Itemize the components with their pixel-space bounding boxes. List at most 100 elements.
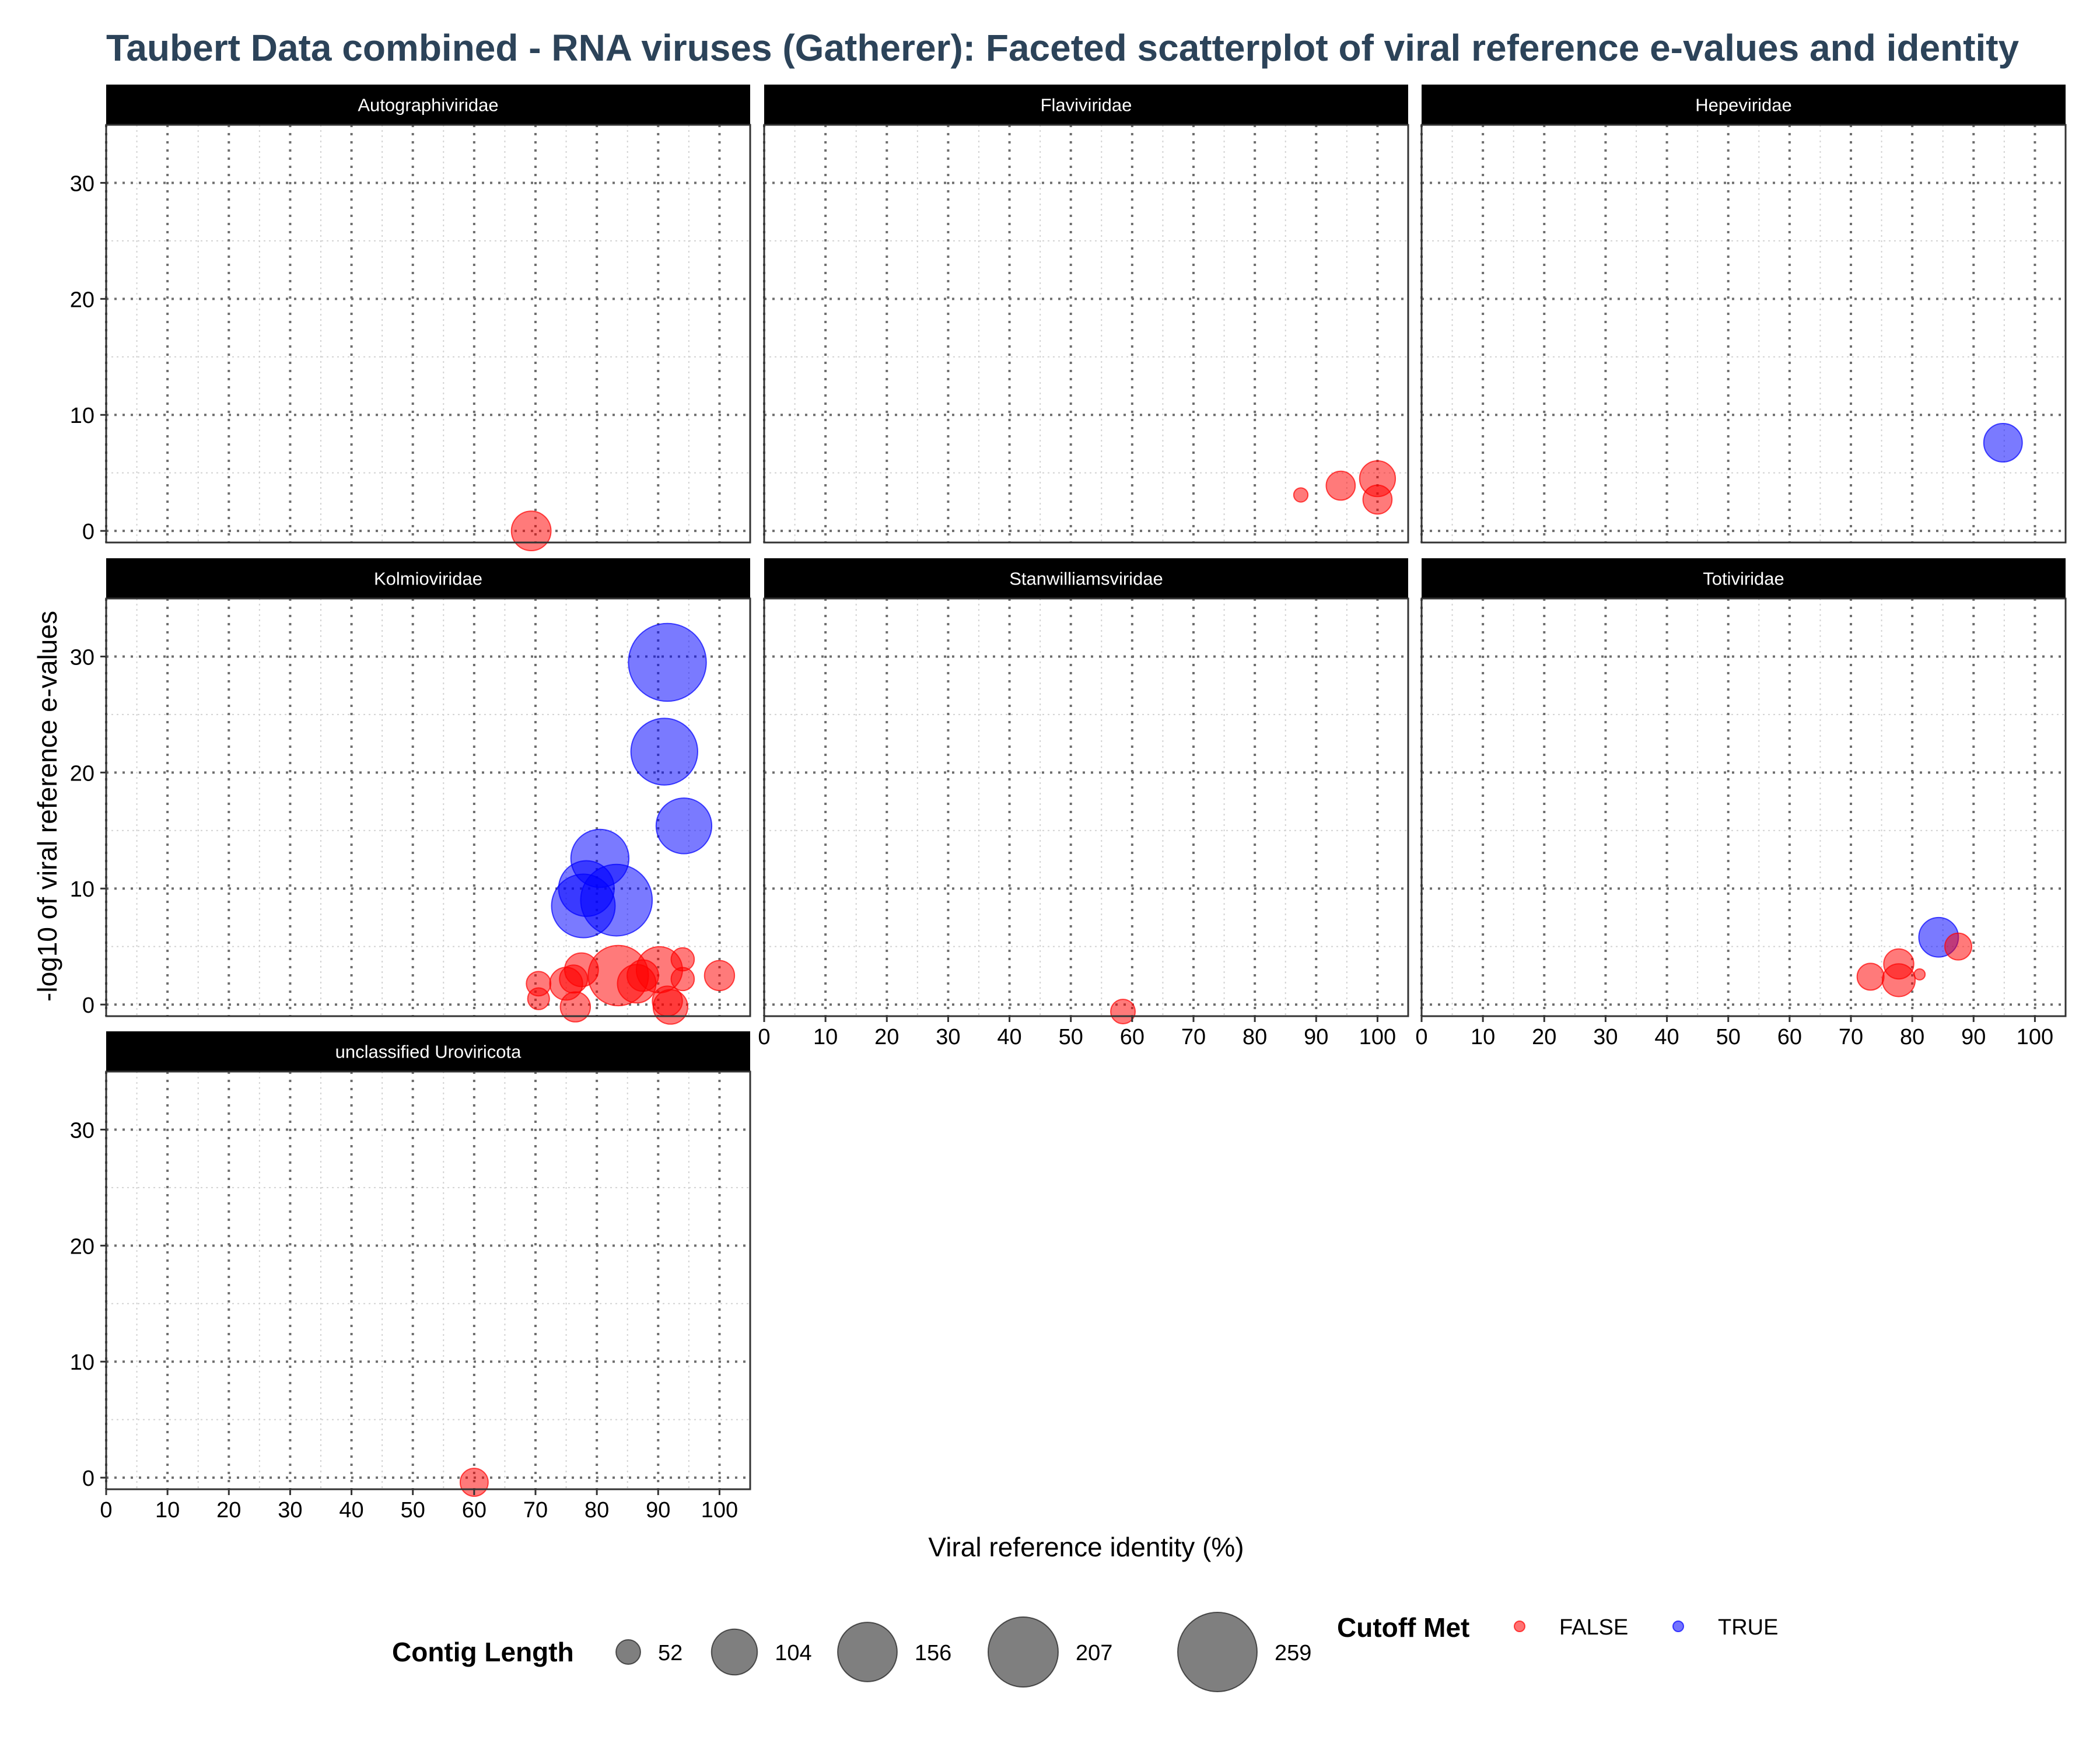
color-legend-symbol bbox=[1672, 1620, 1684, 1632]
gridlines bbox=[105, 125, 750, 542]
x-tick-label: 50 bbox=[1716, 1025, 1741, 1049]
y-tick-label: 0 bbox=[82, 520, 94, 544]
panel-border bbox=[1420, 597, 2067, 1017]
size-legend-symbol bbox=[837, 1622, 898, 1682]
data-point-false bbox=[1883, 948, 1915, 980]
panel-border bbox=[105, 597, 751, 1017]
gridlines bbox=[1420, 125, 2066, 542]
x-tick-label: 10 bbox=[813, 1025, 838, 1049]
data-points bbox=[1110, 999, 1136, 1024]
x-tick-label: 70 bbox=[1181, 1025, 1206, 1049]
x-tick-label: 0 bbox=[100, 1498, 112, 1522]
y-tick-label: 10 bbox=[70, 404, 94, 428]
size-legend-label: 156 bbox=[915, 1641, 951, 1665]
facet-strip bbox=[106, 558, 750, 598]
x-tick-label: 20 bbox=[874, 1025, 899, 1049]
facet-panel: Flaviviridae bbox=[763, 85, 1409, 544]
y-tick-label: 30 bbox=[70, 172, 94, 196]
y-axis-label: -log10 of viral reference e-values bbox=[32, 611, 62, 1002]
facet-strip bbox=[764, 85, 1408, 125]
x-tick-label: 70 bbox=[1839, 1025, 1863, 1049]
panel-border bbox=[763, 597, 1409, 1017]
x-tick-label: 50 bbox=[401, 1498, 425, 1522]
data-points bbox=[1293, 460, 1396, 515]
data-points bbox=[510, 510, 552, 552]
x-tick-label: 90 bbox=[1961, 1025, 1986, 1049]
x-tick-label: 0 bbox=[758, 1025, 770, 1049]
size-legend-symbol bbox=[615, 1639, 641, 1665]
data-point-true bbox=[630, 718, 698, 786]
facet-strip-label: Flaviviridae bbox=[1041, 95, 1132, 116]
data-point-false bbox=[704, 960, 736, 992]
panel-border bbox=[1420, 124, 2067, 544]
data-point-false bbox=[1913, 968, 1926, 981]
size-legend-symbol bbox=[710, 1628, 758, 1676]
x-tick-label: 40 bbox=[1654, 1025, 1679, 1049]
x-tick-label: 30 bbox=[278, 1498, 302, 1522]
data-points bbox=[1856, 916, 1972, 998]
data-point-true bbox=[655, 797, 713, 855]
data-point-false bbox=[1293, 487, 1309, 503]
x-tick-label: 0 bbox=[1415, 1025, 1427, 1049]
x-tick-label: 40 bbox=[339, 1498, 363, 1522]
data-point-false bbox=[559, 991, 592, 1023]
color-legend-label: TRUE bbox=[1718, 1615, 1778, 1640]
panel-border bbox=[763, 124, 1409, 544]
x-tick-label: 100 bbox=[701, 1498, 738, 1522]
facet-strip bbox=[1422, 558, 2066, 598]
x-tick-label: 30 bbox=[1593, 1025, 1618, 1049]
x-tick-label: 70 bbox=[523, 1498, 548, 1522]
y-tick-label: 10 bbox=[70, 1350, 94, 1375]
data-point-false bbox=[1362, 484, 1393, 515]
gridlines bbox=[763, 598, 1408, 1016]
color-legend-label: FALSE bbox=[1559, 1615, 1628, 1640]
data-point-false bbox=[510, 510, 552, 552]
x-tick-label: 10 bbox=[1471, 1025, 1495, 1049]
data-point-false bbox=[652, 985, 683, 1017]
x-tick-label: 40 bbox=[997, 1025, 1021, 1049]
x-tick-label: 30 bbox=[936, 1025, 960, 1049]
size-legend-title: Contig Length bbox=[392, 1637, 574, 1667]
facet-strip-label: Hepeviridae bbox=[1695, 95, 1791, 116]
facet-strip bbox=[1422, 85, 2066, 125]
y-tick-label: 10 bbox=[70, 877, 94, 902]
gridlines bbox=[1420, 598, 2066, 1016]
facet-panel: Totiviridae 0 10 20 30 40 50 60 70 80 90 100 bbox=[1415, 558, 2067, 1049]
facet-strip-label: Kolmioviridae bbox=[374, 569, 482, 589]
data-point-false bbox=[1110, 999, 1136, 1024]
facet-strip bbox=[764, 558, 1408, 598]
facet-panel: Stanwilliamsviridae 0 10 20 30 40 50 60 70 80 90 10… bbox=[758, 558, 1409, 1049]
size-legend-symbol bbox=[987, 1616, 1059, 1688]
facet-strip-label: Stanwilliamsviridae bbox=[1009, 569, 1163, 589]
color-legend-title: Cutoff Met bbox=[1337, 1612, 1469, 1643]
data-point-false bbox=[527, 987, 550, 1010]
facet-strip bbox=[106, 1031, 750, 1072]
chart-title: Taubert Data combined - RNA viruses (Gat… bbox=[106, 27, 2020, 69]
x-tick-label: 60 bbox=[1777, 1025, 1802, 1049]
x-tick-label: 90 bbox=[1304, 1025, 1328, 1049]
facet-panel: Hepeviridae bbox=[1420, 85, 2067, 544]
size-legend-label: 52 bbox=[658, 1641, 682, 1665]
facet-panel: Kolmioviridae 0 10 20 30 bbox=[70, 558, 751, 1025]
x-tick-label: 100 bbox=[1359, 1025, 1396, 1049]
gridlines bbox=[105, 1072, 750, 1489]
facet-strip-label: Autographiviridae bbox=[358, 95, 498, 116]
size-legend-label: 259 bbox=[1275, 1641, 1311, 1665]
data-point-true bbox=[1983, 422, 2023, 463]
data-point-false bbox=[1856, 963, 1885, 991]
x-tick-label: 20 bbox=[216, 1498, 241, 1522]
y-tick-label: 20 bbox=[70, 1234, 94, 1259]
data-points bbox=[1983, 422, 2023, 463]
panel-border bbox=[105, 1070, 751, 1490]
y-tick-label: 0 bbox=[82, 1466, 94, 1491]
y-tick-label: 0 bbox=[82, 993, 94, 1018]
x-tick-label: 20 bbox=[1532, 1025, 1556, 1049]
size-legend-label: 207 bbox=[1076, 1641, 1112, 1665]
x-tick-label: 90 bbox=[646, 1498, 670, 1522]
facet-panels: Autographiviridae 0 10 20 30 Flaviviridae Hepe… bbox=[70, 85, 2067, 1522]
data-point-true bbox=[628, 622, 707, 702]
data-point-false bbox=[559, 964, 589, 994]
y-tick-label: 20 bbox=[70, 288, 94, 312]
y-tick-label: 20 bbox=[70, 761, 94, 786]
